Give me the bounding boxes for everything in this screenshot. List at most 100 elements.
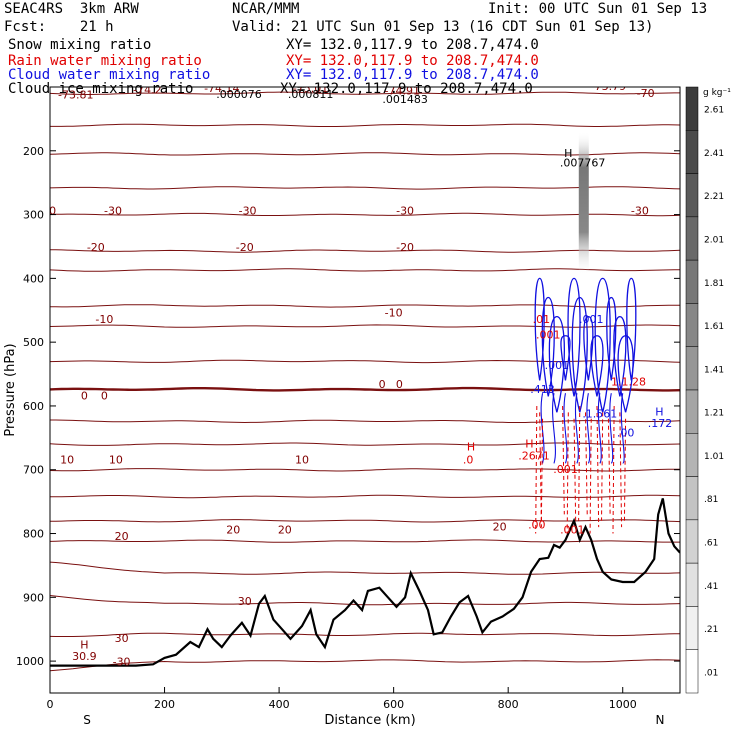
field-cloudwater-name: Cloud water mixing ratio	[8, 67, 211, 83]
colorbar-segment	[685, 86, 699, 131]
rainwater-contour	[535, 405, 538, 534]
cloudwater-contour	[626, 277, 637, 381]
colorbar-segment	[685, 389, 699, 434]
cloudwater-contour	[541, 296, 555, 397]
colorbar-segment	[685, 649, 699, 694]
colorbar-segment	[685, 346, 699, 391]
cloudwater-contour	[552, 393, 556, 464]
contour-label: .01	[533, 313, 551, 326]
x-tick-label: 200	[154, 698, 175, 711]
cloudwater-contour	[574, 393, 579, 464]
colorbar: 2.61 2.41 2.21 2.01 1.81 1.61 1.41 1.21 1.01 .81.…	[685, 86, 724, 694]
contour-label: .001	[553, 463, 578, 476]
contour-label: .001	[579, 313, 604, 326]
rainwater-contour	[539, 412, 542, 528]
colorbar-segment	[685, 173, 699, 218]
contour-label: 20	[226, 524, 240, 537]
model-title: SEAC4RS 3km ARW	[4, 1, 139, 17]
x-axis-title: Distance (km)	[324, 713, 415, 728]
y-tick-label: 1000	[16, 655, 44, 668]
isotherm-30	[50, 561, 680, 575]
contour-label: 30	[238, 595, 252, 608]
colorbar-label: .21	[704, 625, 718, 635]
south-label: S	[83, 713, 91, 727]
contour-label: 0	[396, 378, 403, 391]
x-tick-label: 0	[47, 698, 54, 711]
contour-label: .413	[530, 383, 555, 396]
cloudwater-contour	[620, 393, 625, 464]
contour-label: 10	[109, 453, 123, 466]
field-cloudwater-xy: XY= 132.0,117.9 to 208.7,474.0	[286, 67, 539, 83]
y-tick-label: 900	[23, 591, 44, 604]
colorbar-label: .61	[704, 539, 718, 549]
valid-time: Valid: 21 UTC Sun 01 Sep 13 (16 CDT Sun …	[232, 19, 654, 35]
terrain-line	[50, 498, 680, 667]
field-snow-name: Snow mixing ratio	[8, 37, 152, 53]
contour-label: -30	[631, 205, 649, 218]
field-snow-xy: XY= 132.0,117.9 to 208.7,474.0	[286, 37, 539, 53]
contour-label: .000076	[216, 88, 262, 101]
contour-label: .001	[560, 524, 585, 537]
contour-label: 20	[493, 520, 507, 533]
colorbar-segment	[685, 606, 699, 650]
colorbar-segment	[685, 476, 699, 521]
contour-label: 0	[101, 390, 108, 403]
cloudwater-contour	[583, 315, 594, 381]
isotherm-20	[50, 539, 680, 543]
cloudwater-contour	[613, 315, 627, 397]
contour-label: 1.1.28	[611, 376, 646, 389]
contour-label: .00	[617, 427, 635, 440]
x-tick-label: 400	[269, 698, 290, 711]
field-rain-xy: XY= 132.0,117.9 to 208.7,474.0	[286, 53, 539, 69]
colorbar-segment	[685, 562, 699, 607]
org-label: NCAR/MMM	[232, 1, 300, 17]
rainwater-contour	[607, 418, 611, 515]
contour-label: -73.81	[58, 88, 93, 101]
y-tick-label: 500	[23, 336, 44, 349]
contour-label: H	[525, 437, 533, 450]
rainwater-contour	[601, 412, 604, 521]
colorbar-label: 2.41	[704, 149, 724, 159]
cloudwater-contour	[548, 315, 565, 413]
contour-label: -74.14	[204, 82, 239, 95]
init-time: Init: 00 UTC Sun 01 Sep 13	[488, 1, 708, 17]
contour-label: -74.2	[133, 83, 161, 96]
isotherm--30	[50, 212, 680, 217]
contour-label: 0	[379, 378, 386, 391]
rainwater-contour	[623, 418, 627, 521]
colorbar-segment	[685, 130, 699, 174]
colorbar-segment	[685, 303, 699, 347]
rainwater-contour	[589, 418, 592, 534]
contour-label: -30	[104, 205, 122, 218]
north-label: N	[656, 713, 665, 727]
y-tick-label: 600	[23, 400, 44, 413]
colorbar-segment	[685, 259, 699, 304]
colorbar-label: .01	[704, 668, 718, 678]
colorbar-label: 2.21	[704, 192, 724, 202]
rainwater-contour	[596, 405, 600, 528]
x-tick-label: 600	[383, 698, 404, 711]
isotherm-0	[50, 386, 680, 392]
rainwater-contour	[585, 412, 588, 515]
contour-label: H	[223, 77, 231, 90]
contour-label: .1.561	[582, 407, 617, 420]
x-tick-label: 800	[498, 698, 519, 711]
snow-max-shading	[578, 131, 589, 276]
cloudwater-contour	[534, 277, 545, 381]
cloudwater-contour	[590, 335, 604, 397]
contour-label: .001483	[382, 93, 428, 106]
colorbar-segment	[685, 433, 699, 477]
contour-label: 0	[81, 390, 88, 403]
y-tick-label: 300	[23, 209, 44, 222]
field-rain-name: Rain water mixing ratio	[8, 53, 202, 69]
contour-label: .00	[528, 518, 546, 531]
cloudwater-contour	[606, 296, 617, 381]
contour-label: -30	[38, 205, 56, 218]
y-tick-label: 800	[23, 528, 44, 541]
cloudwater-contour	[567, 277, 581, 397]
contour-label: H	[80, 638, 88, 651]
isotherm-30	[50, 595, 680, 606]
cloudwater-contour	[609, 393, 614, 464]
contour-label: 30.9	[72, 650, 97, 663]
colorbar-label: 1.01	[704, 452, 724, 462]
